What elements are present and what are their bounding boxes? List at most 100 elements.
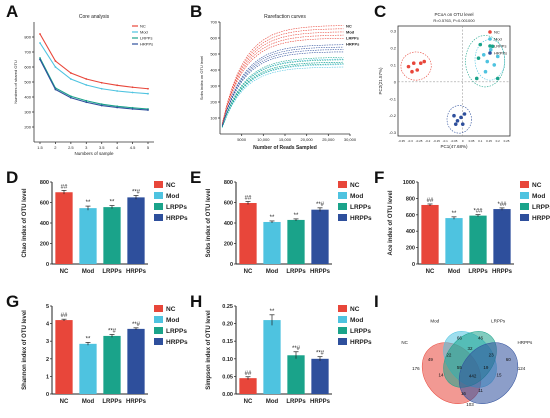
y-tick-label: 600 (24, 65, 31, 70)
data-point-nc (69, 72, 72, 74)
rarefaction-curve-nc (221, 34, 344, 125)
confidence-ellipse-hrpps (446, 105, 472, 134)
data-point-hrpps (69, 96, 72, 99)
legend-label: NC (346, 24, 352, 29)
scatter-point-lrpps (476, 56, 481, 60)
x-tick-label: LRPPs (102, 399, 122, 405)
venn-region-count: 124 (518, 366, 526, 371)
data-point-lrpps (100, 103, 103, 106)
venn-region-count: 66 (457, 336, 463, 341)
x-tick-label: 0.2 (496, 139, 501, 143)
confidence-ellipse-nc (400, 51, 432, 81)
y-tick-label: 300 (24, 110, 31, 115)
x-axis-label: Number of Reads Sampled (253, 145, 317, 151)
legend-label: Mod (166, 193, 179, 200)
data-point-hrpps (39, 58, 41, 61)
y-tick-label: 400 (406, 229, 415, 235)
x-tick-label: 0.25 (504, 139, 510, 143)
legend-label: LRPPs (346, 36, 360, 41)
significance-label: ## (61, 313, 68, 319)
x-tick-label: 5 (147, 145, 150, 150)
bar-hrpps (493, 209, 511, 264)
y-tick-label: 0.10 (222, 357, 233, 363)
y-tick-label: 200 (210, 100, 217, 105)
y-axis-label: Sobs index of OTU level (206, 188, 212, 257)
legend-swatch-hrpps (154, 338, 163, 345)
x-tick-label: HRPPs (126, 399, 147, 405)
scatter-point-mod (495, 54, 500, 59)
legend-marker-mod (488, 37, 492, 41)
x-tick-label: HRPPs (126, 269, 147, 275)
scatter-point-lrpps (478, 42, 483, 47)
series-line-mod (39, 42, 149, 95)
bar-hrpps (311, 209, 329, 264)
y-tick-label: 800 (40, 180, 49, 186)
y-tick-label: 400 (210, 68, 217, 73)
legend-swatch-mod (154, 316, 163, 323)
x-tick-label: -0.25 (416, 139, 423, 143)
confidence-ellipse-lrpps (465, 35, 506, 88)
rarefaction-curve-mod (221, 58, 344, 127)
panel-label-c: C (374, 2, 387, 21)
bar-lrpps (103, 207, 121, 264)
data-point-mod (131, 91, 134, 94)
significance-label: **# (132, 190, 141, 196)
data-point-mod (39, 42, 41, 44)
rarefaction-curve-hrpps (221, 49, 344, 126)
y-tick-label: 0 (412, 262, 415, 268)
y-tick-label: 600 (40, 201, 49, 207)
venn-region-count: 11 (478, 388, 483, 393)
y-tick-label: 3 (46, 339, 49, 345)
rarefaction-curve-lrpps (221, 63, 344, 128)
scatter-point-hrpps (453, 122, 458, 126)
bar-nc (421, 204, 439, 264)
chart-title: Core analysis (79, 14, 110, 20)
x-tick-label: HRPPs (310, 269, 331, 275)
x-tick-label: 3 (85, 145, 88, 150)
x-tick-label: -0.2 (425, 139, 431, 143)
data-point-nc (39, 33, 41, 35)
y-tick-label: 200 (40, 242, 49, 248)
bar-mod (263, 221, 281, 264)
bar-lrpps (469, 215, 487, 264)
significance-label: ** (452, 211, 457, 217)
significance-label: ## (61, 184, 68, 190)
legend-label: Mod (140, 30, 148, 35)
scatter-point-hrpps (460, 122, 465, 126)
venn-region-count: 22 (446, 352, 452, 357)
y-tick-label: 0.20 (222, 322, 233, 328)
scatter-point-nc (422, 59, 427, 64)
y-tick-label: 700 (210, 20, 217, 25)
significance-label: **# (108, 329, 117, 335)
legend-label: HRPPs (494, 51, 507, 56)
bar-mod (79, 208, 97, 264)
legend-label: NC (350, 306, 360, 313)
x-tick-label: 20,000 (301, 137, 314, 142)
y-tick-label: 200 (406, 246, 415, 252)
x-tick-label: HRPPs (492, 269, 513, 275)
y-tick-label: 600 (224, 201, 233, 207)
chart-subtitle: R=0.5763, P=0.001000 (433, 18, 475, 23)
y-tick-label: 800 (24, 35, 31, 40)
legend-label: HRPPs (140, 42, 153, 47)
significance-label: ** (270, 309, 275, 315)
y-axis-label: Sobs index on OTU level (199, 56, 204, 100)
x-tick-label: 10,000 (257, 137, 270, 142)
data-point-nc (85, 78, 88, 80)
y-axis-label: Simpson index of OTU level (206, 310, 212, 390)
venn-region-count: 15 (497, 373, 503, 378)
x-tick-label: LRPPs (286, 269, 306, 275)
legend-label: Mod (346, 30, 355, 35)
y-tick-label: 600 (210, 36, 217, 41)
y-tick-label: 500 (210, 52, 217, 57)
data-point-mod (54, 66, 57, 68)
x-tick-label: 4.5 (130, 145, 136, 150)
y-tick-label: 800 (406, 196, 415, 202)
y-axis-label: Shannon index of OTU level (22, 310, 28, 390)
legend-swatch-lrpps (338, 203, 347, 210)
significance-label: ## (427, 198, 434, 204)
legend-marker-nc (488, 30, 492, 34)
panel-label-g: G (6, 292, 20, 311)
x-tick-label: 3.5 (99, 145, 105, 150)
